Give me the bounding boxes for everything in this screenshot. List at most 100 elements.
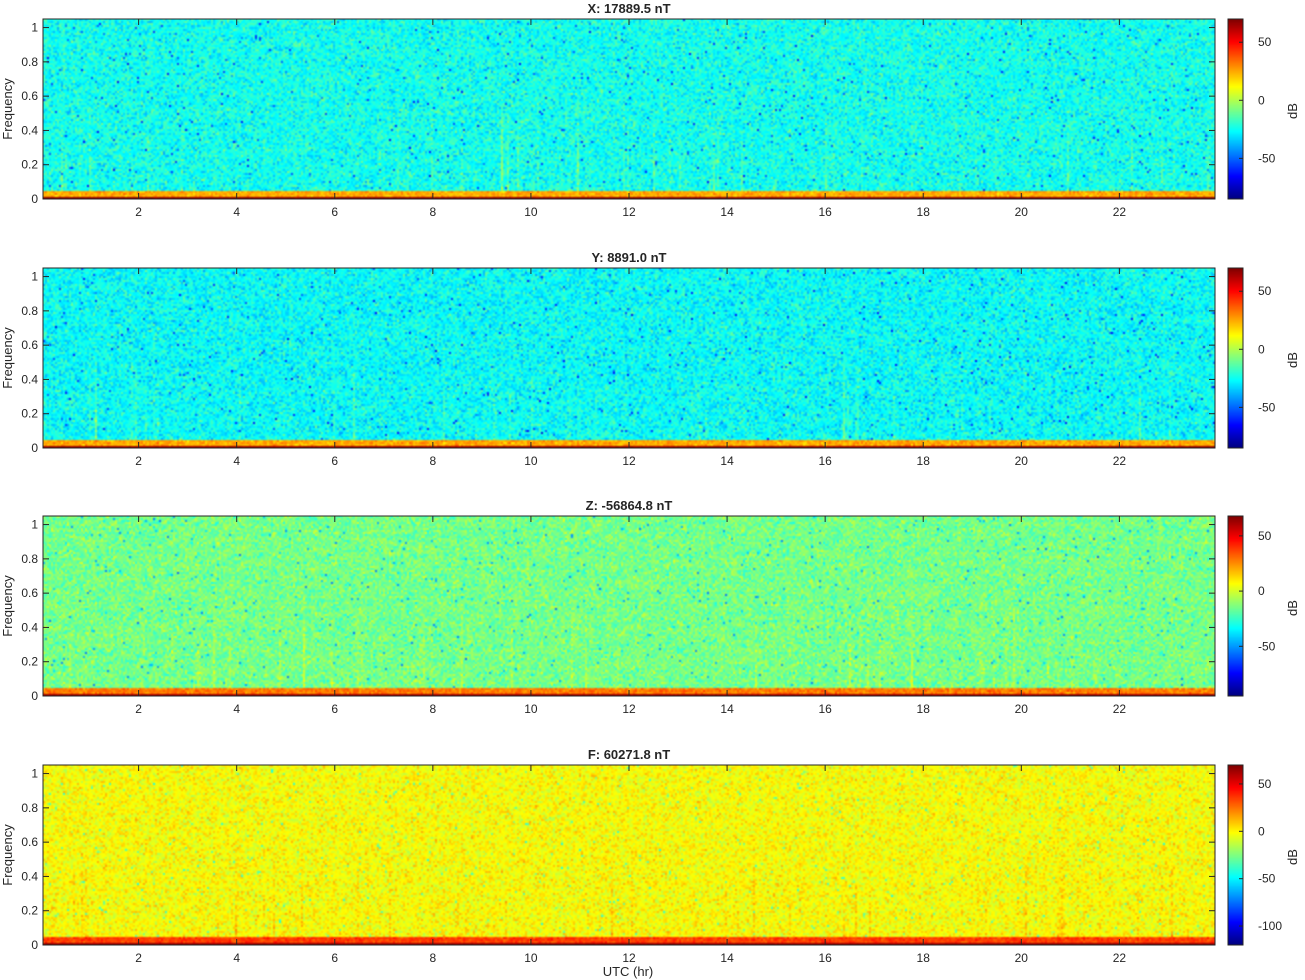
y-tick-label: 0.4 xyxy=(21,123,38,137)
spectrogram-panel: 2 4 6 8 10 12 14 16 18 20 22 0 0.2 0.4 0.6 0.8 1 F: 60271… xyxy=(0,747,1300,965)
y-tick-label: 1 xyxy=(31,518,38,532)
y-tick-label: 1 xyxy=(31,21,38,35)
x-tick-label: 14 xyxy=(720,702,734,716)
x-tick-label: 16 xyxy=(818,951,832,965)
y-tick-label: 0.8 xyxy=(21,801,38,815)
colorbar xyxy=(1228,268,1243,448)
x-tick-label: 4 xyxy=(233,205,240,219)
x-tick-label: 18 xyxy=(917,454,931,468)
panel-title: Z: -56864.8 nT xyxy=(586,498,673,513)
colorbar xyxy=(1228,765,1243,945)
x-tick-label: 14 xyxy=(720,951,734,965)
colorbar-tick-label: 50 xyxy=(1258,529,1272,543)
colorbar-label: dB xyxy=(1285,849,1300,865)
y-tick-label: 0.6 xyxy=(21,338,38,352)
colorbar-tick-label: 50 xyxy=(1258,777,1272,791)
x-tick-label: 8 xyxy=(430,702,437,716)
y-tick-label: 0 xyxy=(31,192,38,206)
colorbar xyxy=(1228,19,1243,199)
x-tick-label: 2 xyxy=(135,205,142,219)
colorbar-tick-label: 50 xyxy=(1258,35,1272,49)
y-tick-label: 0 xyxy=(31,441,38,455)
x-tick-label: 10 xyxy=(524,454,538,468)
x-tick-label: 22 xyxy=(1113,454,1127,468)
y-axis-label: Frequency xyxy=(0,824,15,886)
x-tick-label: 16 xyxy=(818,702,832,716)
spectrogram-image xyxy=(43,516,1215,696)
x-tick-label: 10 xyxy=(524,951,538,965)
x-tick-label: 12 xyxy=(622,205,636,219)
y-tick-label: 0.6 xyxy=(21,586,38,600)
spectrogram-image xyxy=(43,268,1215,448)
x-tick-label: 6 xyxy=(331,951,338,965)
panel-title: X: 17889.5 nT xyxy=(587,1,670,16)
y-tick-label: 0 xyxy=(31,689,38,703)
x-tick-label: 18 xyxy=(917,702,931,716)
y-tick-label: 0.6 xyxy=(21,835,38,849)
spectrogram-panel: 2 4 6 8 10 12 14 16 18 20 22 0 0.2 0.4 0.6 0.8 1 Y: 8891.… xyxy=(0,250,1300,468)
x-tick-label: 14 xyxy=(720,205,734,219)
y-tick-label: 0.4 xyxy=(21,372,38,386)
x-tick-label: 6 xyxy=(331,702,338,716)
y-tick-label: 0.8 xyxy=(21,552,38,566)
x-tick-label: 22 xyxy=(1113,702,1127,716)
x-tick-label: 14 xyxy=(720,454,734,468)
colorbar-tick-label: -50 xyxy=(1258,872,1276,886)
y-axis-label: Frequency xyxy=(0,575,15,637)
figure-xlabel: UTC (hr) xyxy=(603,964,654,979)
x-tick-label: 6 xyxy=(331,454,338,468)
panel-title: Y: 8891.0 nT xyxy=(592,250,667,265)
colorbar-tick-label: -50 xyxy=(1258,151,1276,165)
x-tick-label: 22 xyxy=(1113,951,1127,965)
x-tick-label: 4 xyxy=(233,951,240,965)
colorbar-tick-label: 0 xyxy=(1258,824,1265,838)
y-tick-label: 0.8 xyxy=(21,55,38,69)
y-tick-label: 0.8 xyxy=(21,304,38,318)
x-tick-label: 20 xyxy=(1015,205,1029,219)
colorbar-tick-label: -50 xyxy=(1258,400,1276,414)
colorbar xyxy=(1228,516,1243,696)
x-tick-label: 20 xyxy=(1015,702,1029,716)
y-tick-label: 0.2 xyxy=(21,655,38,669)
colorbar-tick-label: 0 xyxy=(1258,93,1265,107)
x-tick-label: 10 xyxy=(524,702,538,716)
x-tick-label: 12 xyxy=(622,951,636,965)
x-tick-label: 20 xyxy=(1015,454,1029,468)
x-tick-label: 16 xyxy=(818,205,832,219)
y-tick-label: 0 xyxy=(31,938,38,952)
spectrogram-panel: 2 4 6 8 10 12 14 16 18 20 22 0 0.2 0.4 0.6 0.8 1 Z: -5686… xyxy=(0,498,1300,716)
colorbar-frame xyxy=(1227,267,1244,449)
panel-title: F: 60271.8 nT xyxy=(588,747,670,762)
x-tick-label: 18 xyxy=(917,951,931,965)
x-tick-label: 2 xyxy=(135,454,142,468)
colorbar-tick-label: 0 xyxy=(1258,584,1265,598)
x-tick-label: 12 xyxy=(622,454,636,468)
x-tick-label: 2 xyxy=(135,702,142,716)
x-tick-label: 8 xyxy=(430,454,437,468)
colorbar-label: dB xyxy=(1285,103,1300,119)
y-axis-label: Frequency xyxy=(0,78,15,140)
colorbar-frame xyxy=(1227,515,1244,697)
x-tick-label: 12 xyxy=(622,702,636,716)
x-tick-label: 16 xyxy=(818,454,832,468)
x-tick-label: 10 xyxy=(524,205,538,219)
x-tick-label: 4 xyxy=(233,454,240,468)
colorbar-frame xyxy=(1227,18,1244,200)
x-tick-label: 8 xyxy=(430,205,437,219)
y-tick-label: 0.6 xyxy=(21,89,38,103)
x-tick-label: 4 xyxy=(233,702,240,716)
spectrogram-panel: 2 4 6 8 10 12 14 16 18 20 22 0 0.2 0.4 0.6 0.8 1 X: 17889… xyxy=(0,1,1300,219)
y-tick-label: 0.2 xyxy=(21,904,38,918)
y-tick-label: 0.2 xyxy=(21,158,38,172)
x-tick-label: 20 xyxy=(1015,951,1029,965)
spectrogram-image xyxy=(43,765,1215,945)
y-tick-label: 1 xyxy=(31,767,38,781)
colorbar-tick-label: -100 xyxy=(1258,919,1282,933)
x-tick-label: 6 xyxy=(331,205,338,219)
x-tick-label: 18 xyxy=(917,205,931,219)
colorbar-label: dB xyxy=(1285,352,1300,368)
y-axis-label: Frequency xyxy=(0,327,15,389)
x-tick-label: 8 xyxy=(430,951,437,965)
